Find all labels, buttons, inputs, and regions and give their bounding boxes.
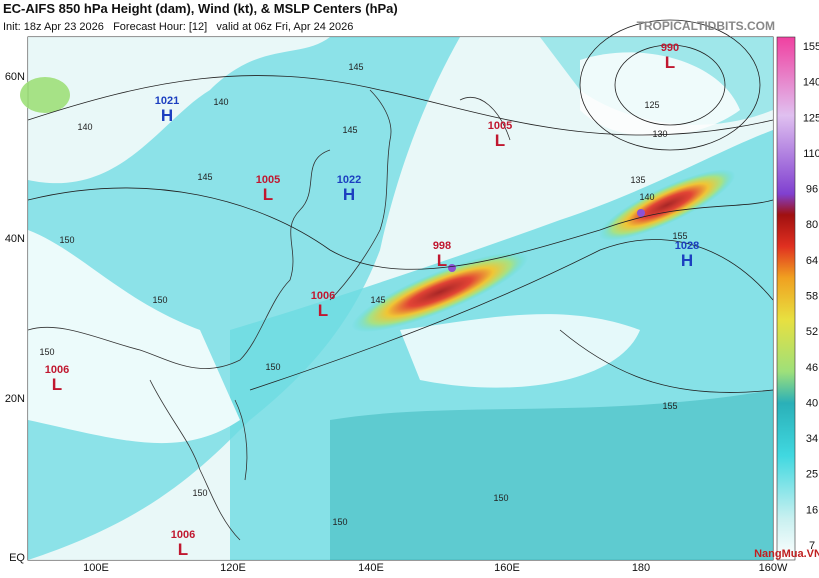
longitude-label: 180 (632, 562, 650, 573)
pressure-value: 990 (661, 42, 679, 54)
site-name: TROPICALTIDBITS.COM (637, 19, 775, 33)
pressure-center-letter: L (437, 251, 447, 270)
contour-label: 150 (493, 493, 508, 503)
colorbar-label: 80 (806, 219, 818, 231)
colorbar-label: 7 (809, 540, 815, 552)
colorbar-label: 16 (806, 504, 818, 516)
coastlines (27, 89, 511, 541)
pressure-value: 1006 (171, 529, 195, 541)
latitude-label: 60N (5, 71, 25, 83)
watermark: NangMua.VN (754, 548, 819, 560)
contour-label: 155 (672, 231, 687, 241)
contour-label: 150 (152, 295, 167, 305)
height-contours (27, 19, 774, 393)
header: EC-AIFS 850 hPa Height (dam), Wind (kt),… (3, 1, 775, 33)
pressure-value: 1021 (155, 95, 179, 107)
colorbar-label: 52 (806, 326, 818, 338)
contour-label: 145 (370, 295, 385, 305)
contour-label: 150 (39, 347, 54, 357)
contour-label: 145 (197, 172, 212, 182)
contour-label: 125 (644, 100, 659, 110)
contour-label: 150 (265, 362, 280, 372)
latitude-label: EQ (9, 552, 25, 564)
contour-label: 150 (192, 488, 207, 498)
colorbar-label: 34 (806, 433, 818, 445)
contour-label: 145 (342, 125, 357, 135)
latitude-label: 40N (5, 233, 25, 245)
colorbar-label: 64 (806, 255, 818, 267)
latitude-label: 20N (5, 393, 25, 405)
contour-label: 140 (77, 122, 92, 132)
colorbar-label: 110 (803, 148, 819, 160)
colorbar-label: 96 (806, 184, 818, 196)
pressure-center-letter: L (665, 53, 675, 72)
longitude-label: 100E (83, 562, 109, 573)
longitude-label: 160W (759, 562, 788, 573)
pressure-value: 1006 (311, 290, 335, 302)
contour-label: 155 (662, 401, 677, 411)
contour-label: 145 (348, 62, 363, 72)
pressure-value: 1022 (337, 174, 361, 186)
contour-label: 150 (332, 517, 347, 527)
subtitle: Init: 18z Apr 23 2026 Forecast Hour: [12… (3, 21, 353, 33)
pressure-value: 1028 (675, 240, 699, 252)
colorbar-label: 140 (803, 77, 819, 89)
longitude-label: 120E (220, 562, 246, 573)
colorbar-label: 40 (806, 397, 818, 409)
pressure-value: 1006 (45, 364, 69, 376)
pressure-center-letter: H (343, 185, 355, 204)
longitude-label: 160E (494, 562, 520, 573)
pressure-center-letter: L (178, 540, 188, 559)
pressure-center-letter: L (52, 375, 62, 394)
colorbar-label: 125 (803, 112, 819, 124)
contour-label: 135 (630, 175, 645, 185)
contour-label: 130 (652, 129, 667, 139)
contour-label: 140 (213, 97, 228, 107)
pressure-center-letter: L (263, 185, 273, 204)
pressure-value: 1005 (488, 120, 512, 132)
longitude-label: 140E (358, 562, 384, 573)
colorbar-label: 58 (806, 291, 818, 303)
colorbar (776, 36, 796, 561)
contour-label: 150 (59, 235, 74, 245)
pressure-center-letter: L (495, 131, 505, 150)
colorbar-label: 25 (806, 469, 818, 481)
pressure-center-letter: H (681, 251, 693, 270)
colorbar-label: 46 (806, 362, 818, 374)
pressure-center-letter: H (161, 106, 173, 125)
pressure-center-letter: L (318, 301, 328, 320)
wind-shading (20, 37, 773, 560)
contour-label: 140 (639, 192, 654, 202)
title: EC-AIFS 850 hPa Height (dam), Wind (kt),… (3, 1, 398, 16)
colorbar-label: 155 (803, 41, 819, 53)
pressure-value: 998 (433, 240, 451, 252)
pressure-value: 1005 (256, 174, 280, 186)
